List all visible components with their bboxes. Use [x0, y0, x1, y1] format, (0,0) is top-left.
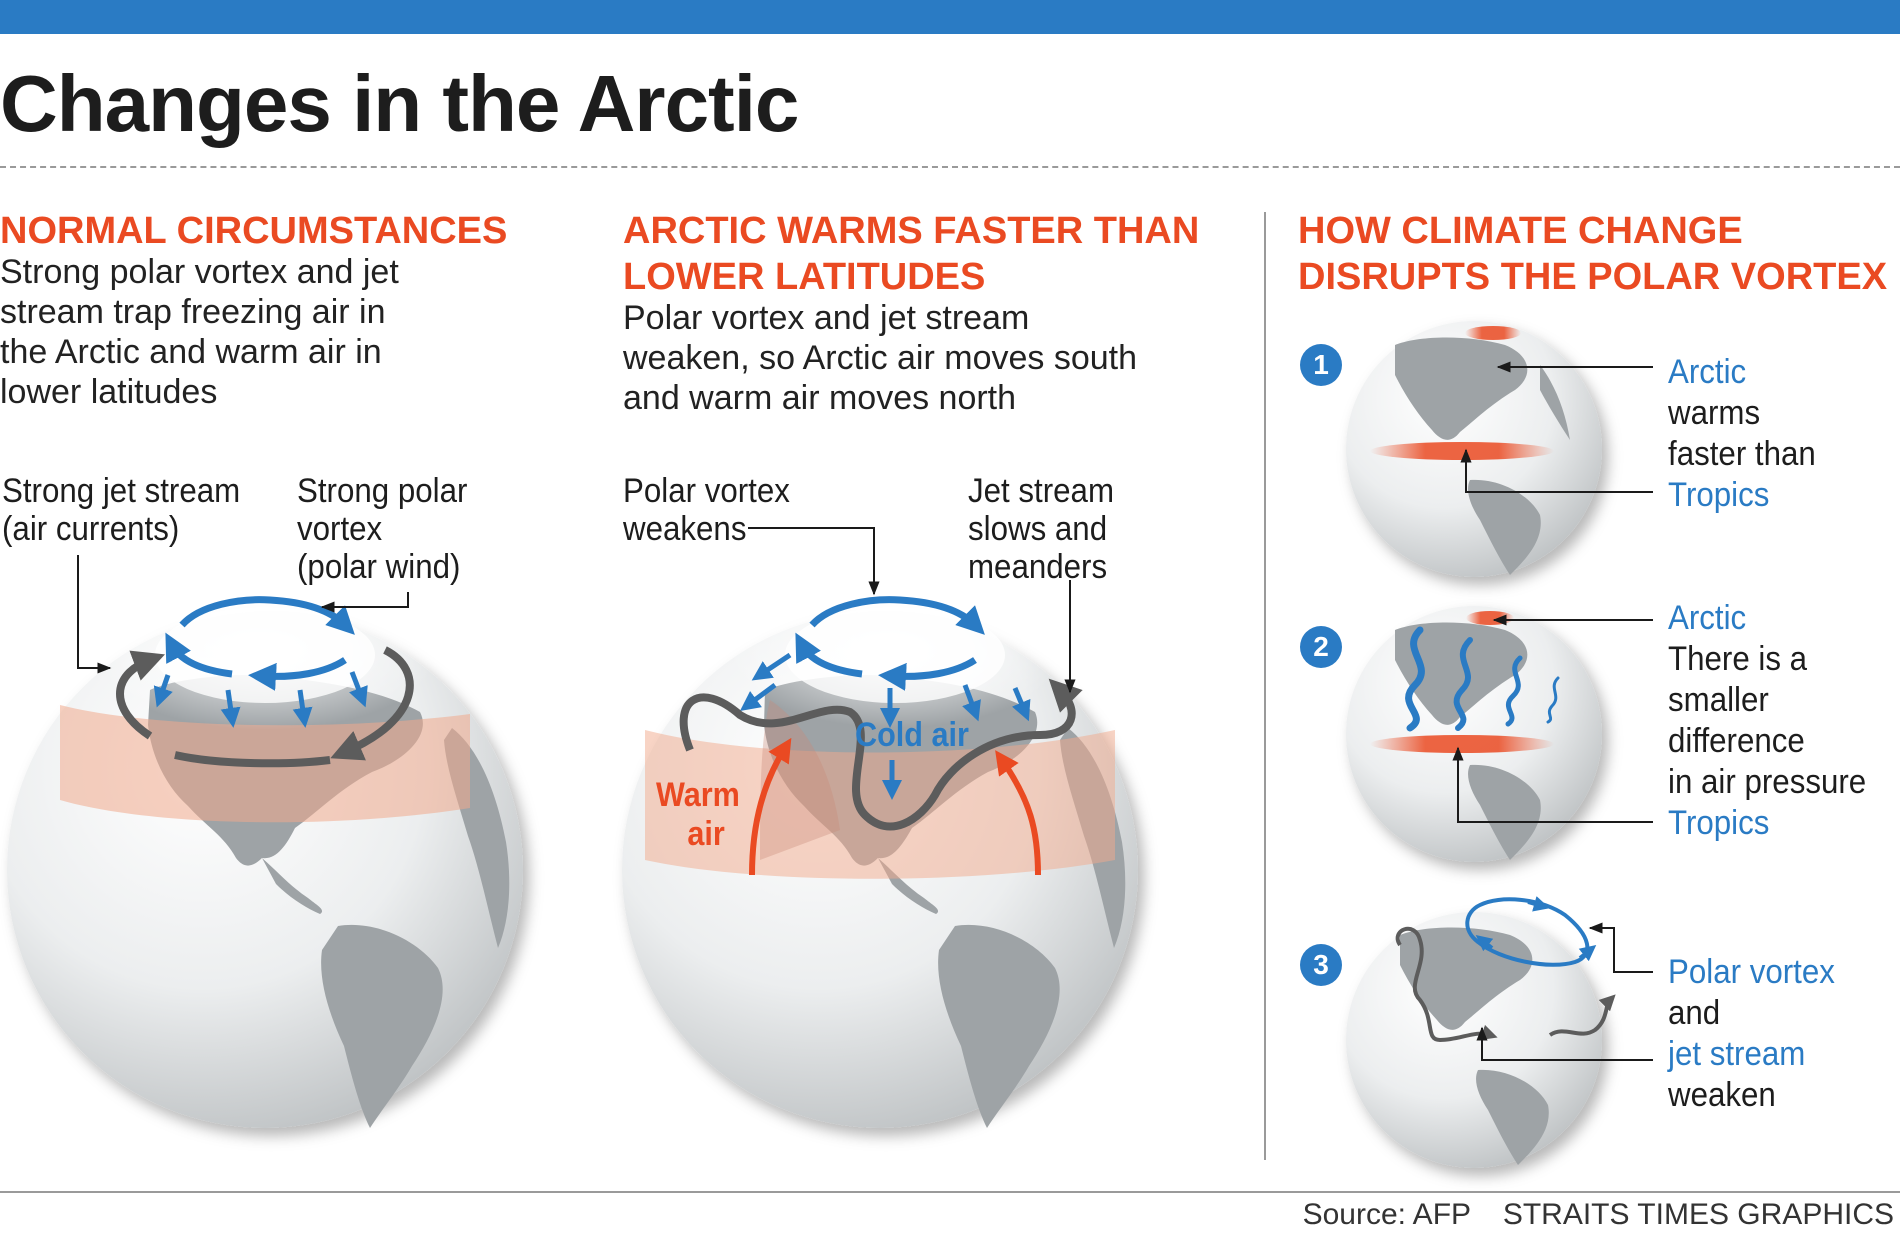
panel2-body: Polar vortex and jet stream weaken, so A…	[623, 299, 1138, 417]
dashed-divider	[0, 166, 1900, 168]
globe-warming	[622, 527, 1138, 1128]
cold-air-label: Cold air	[855, 716, 969, 754]
step-2-caption: Arctic There is a smaller difference in …	[1668, 599, 1867, 842]
credit-text: STRAITS TIMES GRAPHICS	[1502, 1198, 1894, 1231]
source-credit: Source: AFP STRAITS TIMES GRAPHICS	[1303, 1198, 1894, 1232]
globe-step-1	[1346, 321, 1653, 577]
globe-normal	[7, 555, 523, 1128]
bottom-rule	[0, 1191, 1900, 1193]
source-text: Source: AFP	[1302, 1198, 1471, 1231]
label-polar-vortex-weakens: Polar vortex weakens	[623, 472, 790, 548]
step-2-badge: 2	[1300, 626, 1342, 668]
top-color-bar	[0, 0, 1900, 34]
panel3-heading: HOW CLIMATE CHANGE DISRUPTS THE POLAR VO…	[1298, 210, 1888, 298]
step-3-caption: Polar vortex and jet stream weaken	[1668, 953, 1835, 1114]
vertical-divider	[1264, 212, 1266, 1160]
label-strong-jet-stream: Strong jet stream (air currents)	[2, 472, 241, 548]
step-3-badge: 3	[1300, 944, 1342, 986]
panel1-heading: NORMAL CIRCUMSTANCES	[0, 210, 508, 252]
page-title: Changes in the Arctic	[0, 59, 799, 148]
label-strong-polar-vortex: Strong polar vortex (polar wind)	[297, 472, 468, 586]
step-1-caption: Arctic warms faster than Tropics	[1668, 353, 1816, 514]
label-jet-stream-meanders: Jet stream slows and meanders	[968, 472, 1115, 586]
panel1-body: Strong polar vortex and jet stream trap …	[0, 253, 399, 411]
warm-air-label: Warm air	[656, 776, 740, 853]
panel2-heading: ARCTIC WARMS FASTER THAN LOWER LATITUDES	[623, 210, 1200, 298]
step-1-badge: 1	[1300, 344, 1342, 386]
globe-step-2	[1346, 606, 1653, 862]
globe-step-3	[1346, 896, 1653, 1168]
